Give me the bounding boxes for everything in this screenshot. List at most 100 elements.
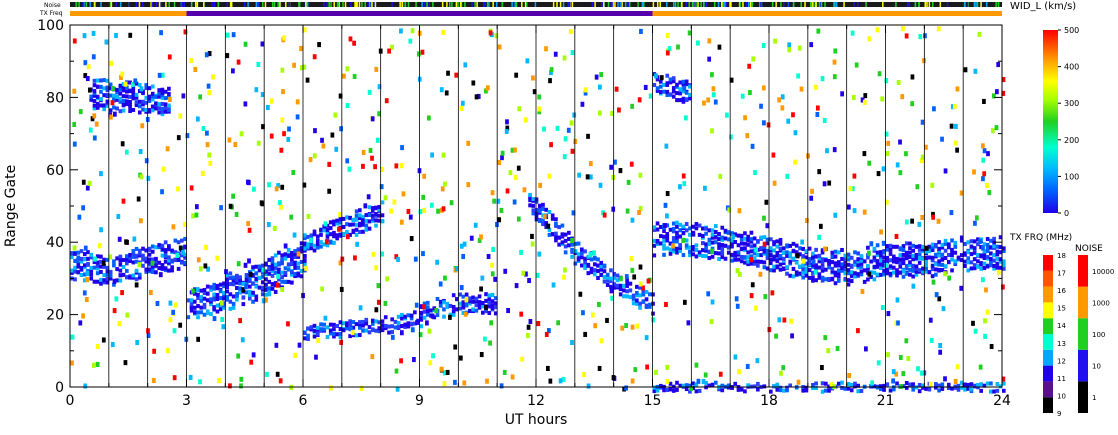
echo-cell xyxy=(599,273,604,278)
echo-cell xyxy=(554,217,558,222)
echo-cell xyxy=(395,386,400,392)
echo-cell xyxy=(638,305,642,310)
echo-cell xyxy=(911,382,916,387)
echo-cell xyxy=(364,213,369,218)
echo-cell xyxy=(736,250,741,255)
echo-cell xyxy=(115,90,119,95)
echo-cell xyxy=(86,256,90,261)
echo-cell xyxy=(898,257,903,262)
echo-cell xyxy=(781,256,786,261)
echo-cell xyxy=(810,188,814,194)
echo-cell xyxy=(328,322,333,327)
echo-cell xyxy=(609,268,613,273)
echo-cell xyxy=(605,275,610,280)
echo-cell xyxy=(611,174,616,180)
echo-cell xyxy=(246,180,251,186)
echo-cell xyxy=(119,74,123,80)
echo-cell xyxy=(380,328,385,333)
echo-cell xyxy=(717,257,721,262)
echo-cell xyxy=(662,238,666,243)
echo-cell xyxy=(306,234,310,239)
echo-cell xyxy=(862,99,867,105)
echo-cell xyxy=(959,238,964,243)
echo-cell xyxy=(154,94,158,99)
echo-cell xyxy=(341,231,346,236)
echo-cell xyxy=(624,322,628,329)
echo-cell xyxy=(92,93,97,98)
echo-cell xyxy=(807,268,812,273)
echo-cell xyxy=(371,251,376,257)
echo-cell xyxy=(704,254,708,259)
echo-cell xyxy=(176,266,181,271)
echo-cell xyxy=(345,321,349,326)
echo-cell xyxy=(76,270,81,275)
echo-cell xyxy=(548,78,552,84)
echo-cell xyxy=(917,244,922,249)
noise-fleck xyxy=(976,2,979,7)
echo-cell xyxy=(185,133,190,139)
echo-cell xyxy=(312,54,317,60)
echo-cell xyxy=(134,277,139,282)
echo-cell xyxy=(911,257,916,262)
echo-cell xyxy=(414,302,419,308)
echo-cell xyxy=(678,243,683,248)
echo-cell xyxy=(675,220,679,225)
noise-fleck xyxy=(279,2,281,7)
noise-fleck xyxy=(85,2,88,7)
noise-fleck xyxy=(488,2,490,7)
echo-cell xyxy=(867,250,871,256)
echo-cell xyxy=(801,258,806,264)
echo-cell xyxy=(202,312,207,317)
echo-cell xyxy=(89,268,94,273)
echo-cell xyxy=(879,272,883,277)
echo-cell xyxy=(306,244,310,249)
echo-cell xyxy=(756,381,760,386)
echo-cell xyxy=(775,259,780,264)
echo-cell xyxy=(694,221,699,226)
echo-cell xyxy=(860,97,865,103)
noise-fleck xyxy=(643,2,645,7)
echo-cell xyxy=(733,381,738,386)
echo-cell xyxy=(641,288,646,293)
echo-cell xyxy=(167,108,171,113)
echo-cell xyxy=(137,262,142,268)
echo-cell xyxy=(843,386,848,391)
echo-cell xyxy=(702,100,706,106)
echo-cell xyxy=(163,105,168,110)
noise-fleck xyxy=(787,2,789,7)
echo-cell xyxy=(500,155,504,161)
echo-cell xyxy=(163,102,168,107)
echo-cell xyxy=(665,378,670,384)
y-axis-label: Range Gate xyxy=(3,165,19,247)
echo-cell xyxy=(544,331,549,337)
echo-cell xyxy=(717,245,721,250)
echo-cell xyxy=(374,205,378,210)
echo-cell xyxy=(816,28,821,34)
echo-cell xyxy=(840,385,844,390)
echo-cell xyxy=(75,258,80,264)
echo-cell xyxy=(150,264,155,269)
echo-cell xyxy=(859,254,864,259)
echo-cell xyxy=(89,266,94,271)
echo-cell xyxy=(273,283,278,288)
echo-cell xyxy=(781,260,786,266)
noise-fleck xyxy=(602,2,605,7)
echo-cell xyxy=(583,262,587,267)
echo-cell xyxy=(651,311,655,316)
echo-cell xyxy=(89,97,94,102)
echo-cell xyxy=(625,283,629,288)
echo-cell xyxy=(976,259,980,264)
echo-cell xyxy=(200,170,205,177)
echo-cell xyxy=(560,240,565,245)
echo-cell xyxy=(486,253,491,260)
echo-cell xyxy=(884,78,889,84)
echo-cell xyxy=(196,292,200,297)
echo-cell xyxy=(654,369,658,375)
echo-cell xyxy=(150,257,155,262)
echo-cell xyxy=(497,159,502,166)
echo-cell xyxy=(328,239,333,244)
echo-cell xyxy=(522,187,527,193)
echo-cell xyxy=(979,388,983,393)
echo-cell xyxy=(881,240,886,246)
echo-cell xyxy=(852,173,857,179)
